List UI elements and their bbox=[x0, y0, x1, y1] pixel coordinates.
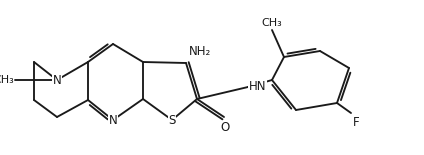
Text: CH₃: CH₃ bbox=[262, 18, 282, 28]
Text: NH₂: NH₂ bbox=[189, 45, 211, 58]
Text: N: N bbox=[109, 113, 117, 126]
Text: N: N bbox=[53, 73, 61, 86]
Text: CH₃: CH₃ bbox=[0, 75, 14, 85]
Text: S: S bbox=[168, 113, 176, 126]
Text: HN: HN bbox=[249, 80, 267, 93]
Text: F: F bbox=[353, 116, 360, 129]
Text: O: O bbox=[220, 121, 230, 134]
